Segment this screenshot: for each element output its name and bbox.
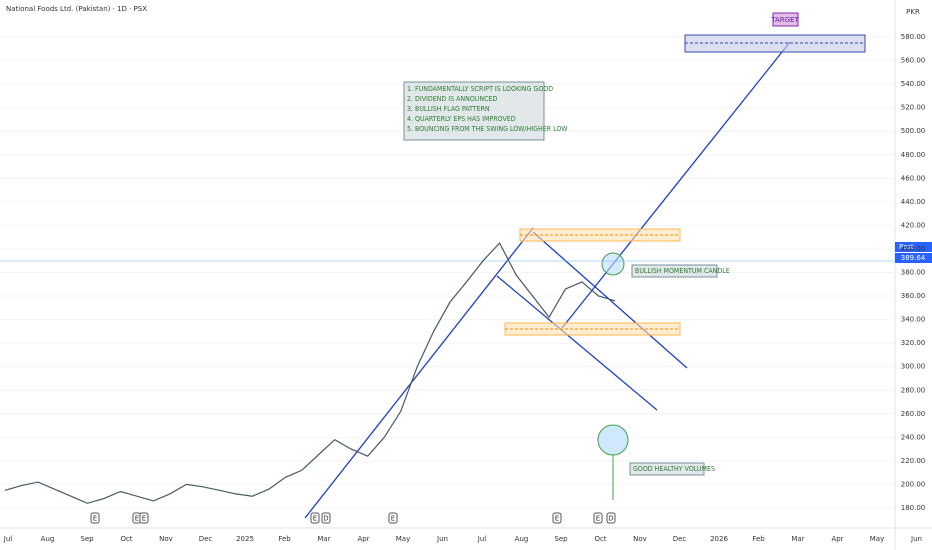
target-label: TARGET: [770, 16, 799, 24]
note-box: [631, 264, 718, 278]
event-marker: E: [552, 512, 562, 524]
event-box: [139, 512, 149, 524]
event-marker: E: [310, 512, 320, 524]
x-tick-label: Dec: [673, 535, 687, 543]
y-tick-label: 360.00: [901, 292, 926, 300]
drawings: [304, 34, 866, 519]
event-box: [552, 512, 562, 524]
x-tick-label: Nov: [159, 535, 173, 543]
x-tick-label: May: [870, 535, 884, 543]
note-line: 1. FUNDAMENTALLY SCRIPT IS LOOKING GOOD: [407, 85, 553, 93]
y-tick-label: 400.00: [901, 245, 926, 253]
x-tick-label: Oct: [594, 535, 606, 543]
x-tick-label: Oct: [120, 535, 132, 543]
y-tick-label: 420.00: [901, 221, 926, 229]
note-line: 3. BULLISH FLAG PATTERN: [407, 105, 490, 113]
x-tick-label: 2026: [710, 535, 728, 543]
x-tick-label: Jun: [910, 535, 922, 543]
x-tick-label: Nov: [633, 535, 647, 543]
x-tick-label: Sep: [554, 535, 568, 543]
y-tick-label: 300.00: [901, 363, 926, 371]
y-tick-label: 340.00: [901, 316, 926, 324]
y-tick-label: 220.00: [901, 457, 926, 465]
candle-note: BULLISH MOMENTUM CANDLE: [635, 267, 730, 275]
note-line: 4. QUARTERLY EPS HAS IMPROVED: [407, 115, 516, 123]
y-tick-label: 380.00: [901, 269, 926, 277]
volume-note: GOOD HEALTHY VOLUMES: [633, 465, 715, 473]
y-tick-label: 320.00: [901, 339, 926, 347]
event-box: [310, 512, 320, 524]
flag-line: [532, 231, 688, 369]
event-label: E: [391, 515, 395, 523]
price-tag: [895, 253, 932, 263]
x-tick-label: Mar: [791, 535, 804, 543]
x-tick-label: Sep: [80, 535, 94, 543]
price-line: [4, 242, 616, 504]
price-tag-value: 389.64: [901, 254, 926, 262]
x-tick-label: Aug: [515, 535, 529, 543]
y-tick-label: 580.00: [901, 33, 926, 41]
highlight-circle: [597, 424, 629, 456]
event-marker: D: [606, 512, 616, 524]
event-label: E: [313, 515, 317, 523]
y-tick-label: 460.00: [901, 174, 926, 182]
flag-line: [496, 275, 658, 411]
currency: PKR: [906, 8, 920, 16]
chart-title: National Foods Ltd. (Pakistan) · 1D · PS…: [6, 5, 147, 13]
x-tick-label: Jun: [436, 535, 448, 543]
event-label: D: [608, 515, 613, 523]
event-label: E: [555, 515, 559, 523]
event-box: [321, 512, 331, 524]
y-tick-label: 280.00: [901, 386, 926, 394]
x-tick-label: Apr: [831, 535, 843, 543]
event-marker: E: [388, 512, 398, 524]
event-marker: D: [321, 512, 331, 524]
y-tick-label: 260.00: [901, 410, 926, 418]
y-tick-label: 180.00: [901, 504, 926, 512]
y-tick-label: 500.00: [901, 127, 926, 135]
event-box: [593, 512, 603, 524]
x-tick-label: 2025: [236, 535, 254, 543]
x-tick-label: Jul: [3, 535, 13, 543]
event-label: E: [596, 515, 600, 523]
note-line: 2. DIVIDEND IS ANNOUNCED: [407, 95, 497, 103]
note-box: [403, 81, 545, 141]
y-tick-label: 520.00: [901, 104, 926, 112]
event-marker: E: [593, 512, 603, 524]
event-label: E: [93, 515, 97, 523]
event-marker: E: [139, 512, 149, 524]
event-box: [90, 512, 100, 524]
x-tick-label: Jul: [477, 535, 487, 543]
event-box: [388, 512, 398, 524]
note-line: 5. BOUNCING FROM THE SWING LOW/HIGHER LO…: [407, 125, 568, 133]
price-tag-label: Post: [899, 243, 914, 251]
y-tick-label: 480.00: [901, 151, 926, 159]
event-label: E: [142, 515, 146, 523]
x-tick-label: Feb: [278, 535, 291, 543]
x-tick-label: Dec: [199, 535, 213, 543]
x-tick-label: Aug: [41, 535, 55, 543]
note-box: [629, 462, 705, 476]
note-box: [772, 12, 799, 27]
x-tick-label: Apr: [357, 535, 369, 543]
y-tick-label: 440.00: [901, 198, 926, 206]
x-tick-label: May: [396, 535, 410, 543]
x-tick-label: Mar: [317, 535, 330, 543]
flagpole-line: [304, 227, 534, 519]
grid: [0, 36, 895, 509]
event-box: [606, 512, 616, 524]
event-marker: E: [90, 512, 100, 524]
y-tick-label: 540.00: [901, 80, 926, 88]
y-tick-label: 240.00: [901, 433, 926, 441]
price-tag: [895, 242, 932, 252]
highlight-circle: [601, 252, 625, 276]
target-line: [561, 41, 791, 329]
y-tick-label: 200.00: [901, 480, 926, 488]
x-tick-label: Feb: [752, 535, 765, 543]
event-label: D: [323, 515, 328, 523]
event-label: E: [135, 515, 139, 523]
y-tick-label: 560.00: [901, 57, 926, 65]
